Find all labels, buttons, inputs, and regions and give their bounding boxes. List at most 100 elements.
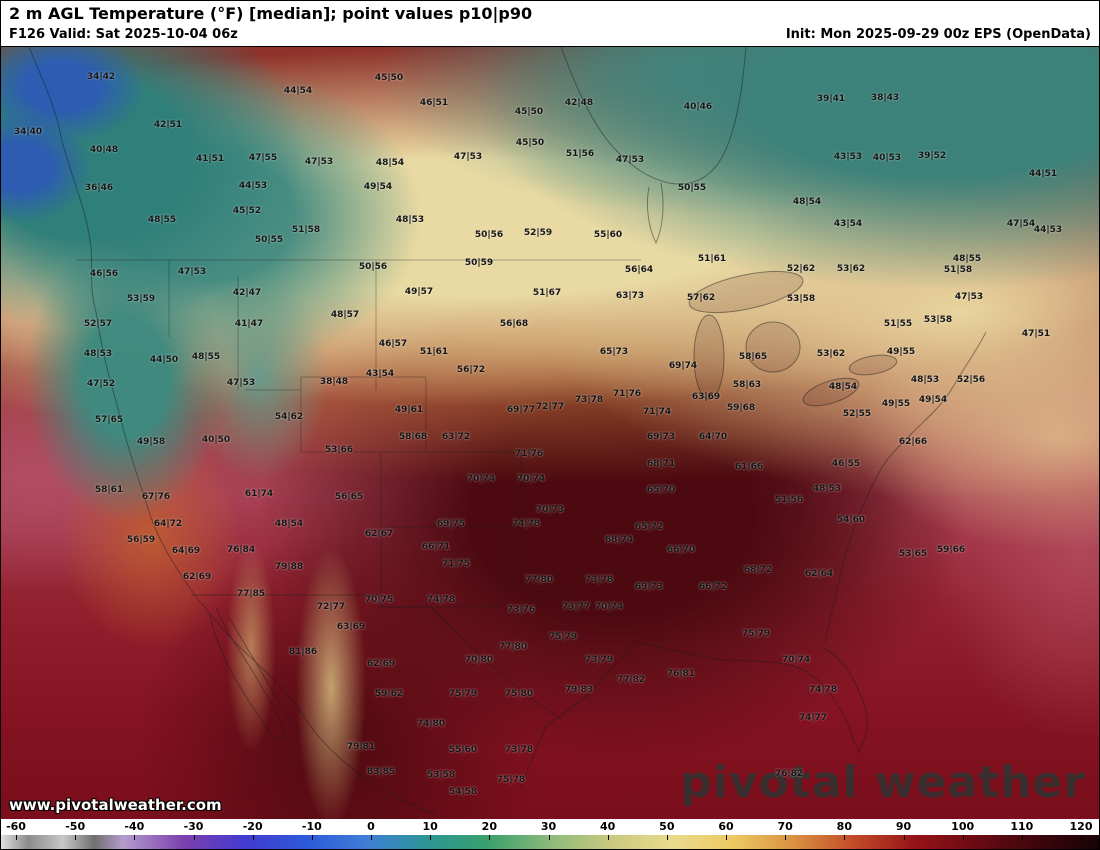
point-value: 57|62: [686, 293, 716, 303]
point-value: 48|55: [952, 254, 982, 264]
colorbar-tick-mark: [1081, 835, 1082, 840]
colorbar-tick-label: 30: [540, 820, 557, 833]
point-value: 50|56: [358, 262, 388, 272]
point-value: 74|80: [416, 719, 446, 729]
point-value: 52|56: [956, 375, 986, 385]
point-value: 49|54: [363, 182, 393, 192]
point-value: 43|54: [833, 219, 863, 229]
point-value: 70|74: [594, 602, 624, 612]
point-value: 47|53: [177, 267, 207, 277]
point-value: 47|53: [954, 292, 984, 302]
brand-watermark: pivotal weather: [680, 757, 1086, 808]
point-value: 58|61: [94, 485, 124, 495]
point-value: 49|58: [136, 437, 166, 447]
point-value: 73|76: [506, 605, 536, 615]
point-value: 70|73: [535, 505, 565, 515]
point-value: 71|76: [514, 449, 544, 459]
point-value: 48|54: [274, 519, 304, 529]
point-value: 51|61: [697, 254, 727, 264]
point-value: 77|80: [498, 642, 528, 652]
colorbar-tick-mark: [430, 835, 432, 840]
colorbar-tick-label: 40: [600, 820, 616, 833]
point-value: 70|75: [364, 595, 394, 605]
point-value: 38|48: [319, 377, 349, 387]
point-value: 68|74: [604, 535, 634, 545]
point-value: 64|70: [698, 432, 728, 442]
point-value: 68|72: [743, 565, 773, 575]
point-value: 61|66: [734, 462, 764, 472]
point-value: 74|78: [426, 595, 456, 605]
point-value: 54|62: [274, 412, 304, 422]
point-value: 50|55: [677, 183, 707, 193]
point-value: 57|65: [94, 415, 124, 425]
point-value: 46|55: [831, 459, 861, 469]
point-value: 56|68: [499, 319, 529, 329]
colorbar-tick-mark: [371, 835, 372, 840]
colorbar-gradient: [1, 835, 1099, 849]
point-value: 66|70: [666, 545, 696, 555]
point-value: 49|55: [881, 399, 911, 409]
point-value: 45|50: [515, 138, 545, 148]
colorbar-tick-label: 20: [481, 820, 497, 833]
point-value: 45|50: [374, 73, 404, 83]
point-value: 56|64: [624, 265, 654, 275]
point-value: 76|82: [774, 769, 804, 779]
point-value: 64|69: [171, 546, 201, 556]
colorbar-tick-mark: [134, 835, 136, 840]
header: 2 m AGL Temperature (°F) [median]; point…: [1, 1, 1099, 46]
colorbar-tick-label: 50: [659, 820, 675, 833]
point-value: 73|78: [584, 575, 614, 585]
point-value: 56|72: [456, 365, 486, 375]
point-value: 48|57: [330, 310, 360, 320]
point-value: 44|51: [1028, 169, 1058, 179]
point-value: 48|54: [828, 382, 858, 392]
point-value: 47|53: [304, 157, 334, 167]
point-value: 50|55: [254, 235, 284, 245]
point-value: 65|72: [634, 522, 664, 532]
colorbar-tick-label: 80: [836, 820, 852, 833]
point-value: 42|47: [232, 288, 262, 298]
colorbar-tick-label: 10: [422, 820, 438, 833]
point-value: 48|55: [191, 352, 221, 362]
point-value: 51|58: [291, 225, 321, 235]
point-value: 65|70: [646, 485, 676, 495]
point-value: 51|56: [565, 149, 595, 159]
map-title: 2 m AGL Temperature (°F) [median]; point…: [9, 4, 533, 23]
point-value: 75|80: [504, 689, 534, 699]
point-value: 65|73: [599, 347, 629, 357]
point-value: 58|63: [732, 380, 762, 390]
point-value: 40|46: [683, 102, 713, 112]
point-value: 44|54: [283, 86, 313, 96]
colorbar-tick-mark: [1021, 835, 1023, 840]
site-watermark: www.pivotalweather.com: [9, 796, 222, 814]
point-value: 72|77: [535, 402, 565, 412]
point-value: 77|80: [524, 575, 554, 585]
point-value: 63|72: [441, 432, 471, 442]
point-value: 71|75: [441, 559, 471, 569]
point-value: 38|43: [870, 93, 900, 103]
colorbar-tick-label: 120: [1069, 820, 1093, 833]
map-canvas[interactable]: www.pivotalweather.com pivotal weather 3…: [1, 46, 1099, 822]
point-value: 52|57: [83, 319, 113, 329]
point-value: 34|40: [13, 127, 43, 137]
point-value: 72|77: [316, 602, 346, 612]
point-value: 43|53: [833, 152, 863, 162]
point-value: 43|54: [365, 369, 395, 379]
point-value: 47|55: [248, 153, 278, 163]
point-value: 53|62: [836, 264, 866, 274]
point-value: 47|51: [1021, 329, 1051, 339]
point-value: 40|53: [872, 153, 902, 163]
colorbar-tick-label: 70: [777, 820, 793, 833]
colorbar-tick-mark: [962, 835, 964, 840]
colorbar-tick-mark: [785, 835, 787, 840]
point-value: 73|79: [584, 655, 614, 665]
point-value: 70|74: [516, 474, 546, 484]
point-value: 74|78: [511, 519, 541, 529]
point-value: 68|71: [646, 459, 676, 469]
point-value: 49|55: [886, 347, 916, 357]
point-value: 69|74: [668, 361, 698, 371]
colorbar-tick-mark: [607, 835, 609, 840]
point-value: 73|77: [561, 602, 591, 612]
point-value: 58|65: [738, 352, 768, 362]
